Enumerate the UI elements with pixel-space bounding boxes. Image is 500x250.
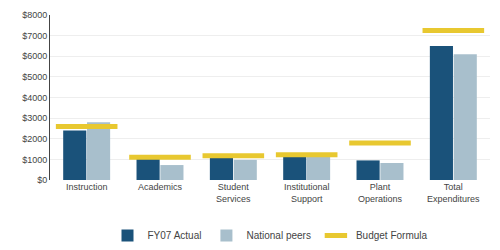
svg-text:Academics: Academics [138,182,183,192]
svg-text:$5000: $5000 [22,72,47,82]
svg-text:Budget Formula: Budget Formula [356,230,428,241]
svg-text:$6000: $6000 [22,51,47,61]
svg-text:TotalExpenditures: TotalExpenditures [427,182,480,204]
svg-text:$2000: $2000 [22,134,47,144]
svg-text:$8000: $8000 [22,10,47,20]
svg-text:StudentServices: StudentServices [216,182,251,204]
svg-text:$7000: $7000 [22,31,47,41]
svg-text:$0: $0 [37,175,47,185]
svg-text:$4000: $4000 [22,93,47,103]
svg-text:Instruction: Instruction [66,182,108,192]
svg-text:National peers: National peers [246,230,310,241]
svg-text:PlantOperations: PlantOperations [358,182,403,204]
svg-text:$1000: $1000 [22,155,47,165]
svg-text:FY07 Actual: FY07 Actual [148,230,202,241]
svg-text:InstitutionalSupport: InstitutionalSupport [284,182,330,204]
svg-text:$3000: $3000 [22,113,47,123]
